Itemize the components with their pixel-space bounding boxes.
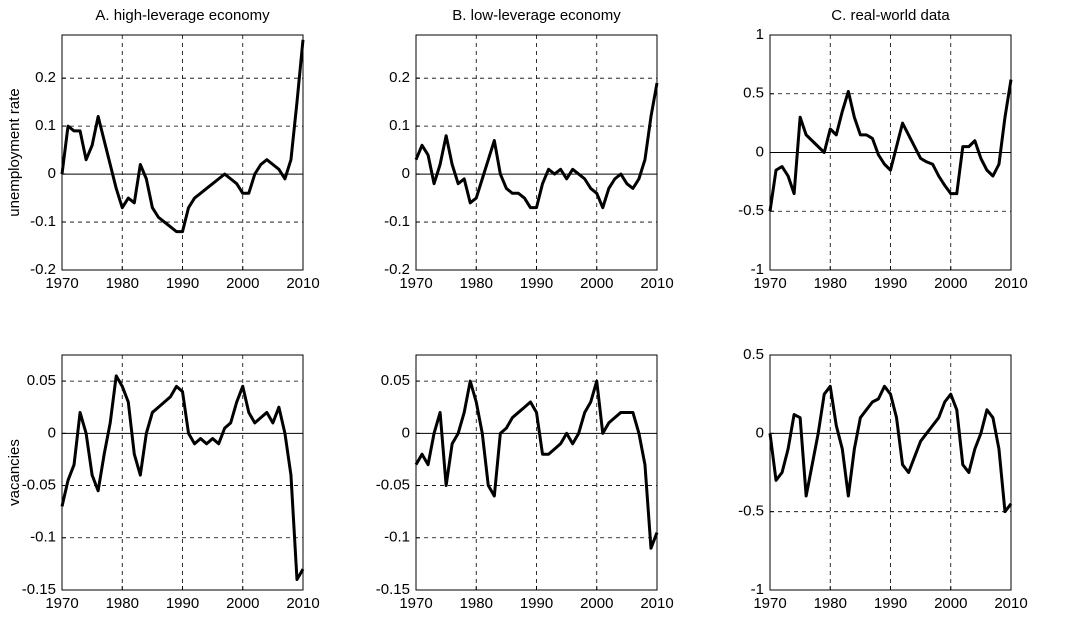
data-line [414,379,659,550]
data-line [768,79,1013,212]
x-tick-label: 2000 [226,595,259,612]
x-tick-label: 2010 [286,595,319,612]
axes-frame [415,354,658,591]
x-tick-label: 1970 [45,595,78,612]
axes-frame [61,354,304,591]
y-tick-label: 1 [756,26,764,43]
y-tick-label: 0 [402,165,410,182]
x-tick-label: 2010 [640,275,673,292]
y-tick-label: 0 [756,143,764,160]
x-tick-label: 1990 [520,595,553,612]
y-tick-label: 0.05 [27,372,56,389]
x-tick-label: 1970 [45,275,78,292]
data-line [60,374,305,582]
data-line [768,384,1013,514]
y-tick-label: -0.1 [384,213,410,230]
panel-title: B. low-leverage economy [452,7,621,24]
panel-title: C. real-world data [831,7,950,24]
x-tick-label: 2000 [580,595,613,612]
x-tick-label: 1980 [814,595,847,612]
y-tick-label: -0.05 [376,477,410,494]
x-tick-label: 2000 [934,275,967,292]
x-tick-label: 2010 [994,595,1027,612]
axes-frame [769,354,1012,591]
x-tick-label: 2000 [934,595,967,612]
axes-frame [769,34,1012,271]
x-tick-label: 1970 [753,595,786,612]
y-tick-label: -0.5 [738,503,764,520]
y-tick-label: 0.1 [35,117,56,134]
y-tick-label: -0.1 [30,529,56,546]
x-tick-label: 1980 [460,275,493,292]
y-tick-label: -0.15 [376,581,410,598]
y-tick-label: -0.05 [22,477,56,494]
x-tick-label: 1990 [166,275,199,292]
y-tick-label: 0 [48,165,56,182]
x-tick-label: 1980 [460,595,493,612]
x-tick-label: 1980 [106,595,139,612]
y-tick-label: -1 [751,261,764,278]
data-line [414,82,659,210]
y-tick-label: -0.1 [384,529,410,546]
y-tick-label: 0 [48,424,56,441]
x-tick-label: 1980 [814,275,847,292]
panel-title: A. high-leverage economy [95,7,270,24]
x-tick-label: 1970 [399,595,432,612]
y-tick-label: -1 [751,581,764,598]
x-tick-label: 2010 [994,275,1027,292]
x-tick-label: 2000 [580,275,613,292]
y-axis-label: unemployment rate [6,88,23,216]
y-tick-label: 0.2 [389,69,410,86]
x-tick-label: 1990 [874,275,907,292]
y-tick-label: 0.5 [743,85,764,102]
y-tick-label: -0.5 [738,202,764,219]
x-tick-label: 1990 [520,275,553,292]
axes-frame [415,34,658,271]
x-tick-label: 1970 [399,275,432,292]
data-line [60,39,305,234]
y-tick-label: -0.2 [30,261,56,278]
x-tick-label: 1990 [874,595,907,612]
y-tick-label: 0 [402,424,410,441]
x-tick-label: 2010 [286,275,319,292]
x-tick-label: 1990 [166,595,199,612]
y-tick-label: -0.1 [30,213,56,230]
y-axis-label: vacancies [6,439,23,506]
x-tick-label: 1970 [753,275,786,292]
x-tick-label: 1980 [106,275,139,292]
y-tick-label: 0 [756,424,764,441]
y-tick-label: -0.15 [22,581,56,598]
x-tick-label: 2010 [640,595,673,612]
y-tick-label: 0.5 [743,346,764,363]
y-tick-label: 0.1 [389,117,410,134]
y-tick-label: 0.2 [35,69,56,86]
y-tick-label: 0.05 [381,372,410,389]
axes-frame [61,34,304,271]
y-tick-label: -0.2 [384,261,410,278]
x-tick-label: 2000 [226,275,259,292]
